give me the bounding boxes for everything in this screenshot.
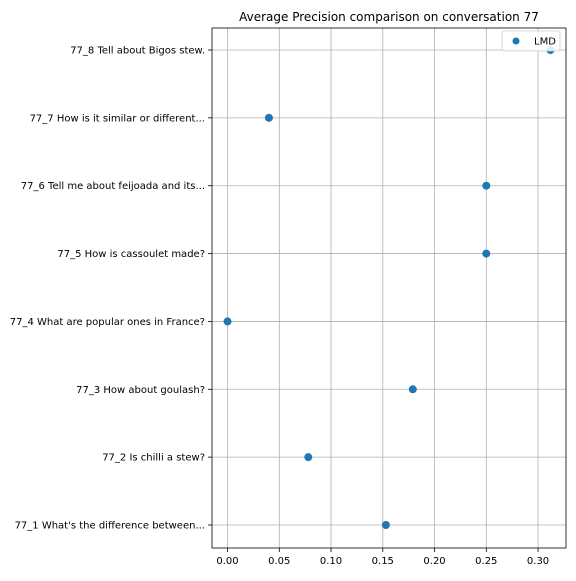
data-points (223, 46, 555, 529)
chart-title: Average Precision comparison on conversa… (239, 10, 539, 24)
legend: LMD (501, 30, 561, 52)
data-point (304, 453, 313, 462)
data-point (264, 113, 273, 122)
y-tick-label: 77_8 Tell about Bigos stew. (70, 46, 205, 57)
axes (211, 27, 567, 549)
y-tick-label: 77_1 What's the difference between... (15, 521, 205, 532)
y-tick-label: 77_7 How is it similar or different... (30, 113, 205, 124)
x-tick-label: 0.20 (423, 556, 445, 567)
x-tick-label: 0.15 (372, 556, 394, 567)
x-tick-label: 0.05 (268, 556, 290, 567)
plot-frame (211, 27, 567, 549)
y-tick-label: 77_4 What are popular ones in France? (10, 317, 205, 328)
data-point (381, 521, 390, 529)
y-axis-ticks: 77_1 What's the difference between... 77_… (10, 46, 212, 532)
grid-lines (212, 28, 566, 548)
y-tick-label: 77_3 How about goulash? (76, 385, 205, 396)
y-tick-label: 77_5 How is cassoulet made? (57, 249, 205, 260)
x-tick-label: 0.30 (527, 556, 549, 567)
data-point (482, 249, 491, 258)
x-axis-ticks: 0.00 0.05 0.10 0.15 0.20 0.25 0.30 (216, 548, 549, 567)
y-tick-label: 77_2 Is chilli a stew? (102, 453, 205, 464)
data-point (223, 317, 232, 326)
x-tick-label: 0.00 (216, 556, 238, 567)
data-point (482, 181, 491, 190)
legend-label: LMD (534, 37, 556, 48)
legend-box (501, 30, 561, 52)
x-tick-label: 0.25 (475, 556, 497, 567)
y-tick-label: 77_6 Tell me about feijoada and its... (21, 181, 205, 192)
x-tick-label: 0.10 (320, 556, 342, 567)
legend-marker (512, 37, 520, 45)
data-point (408, 385, 417, 394)
